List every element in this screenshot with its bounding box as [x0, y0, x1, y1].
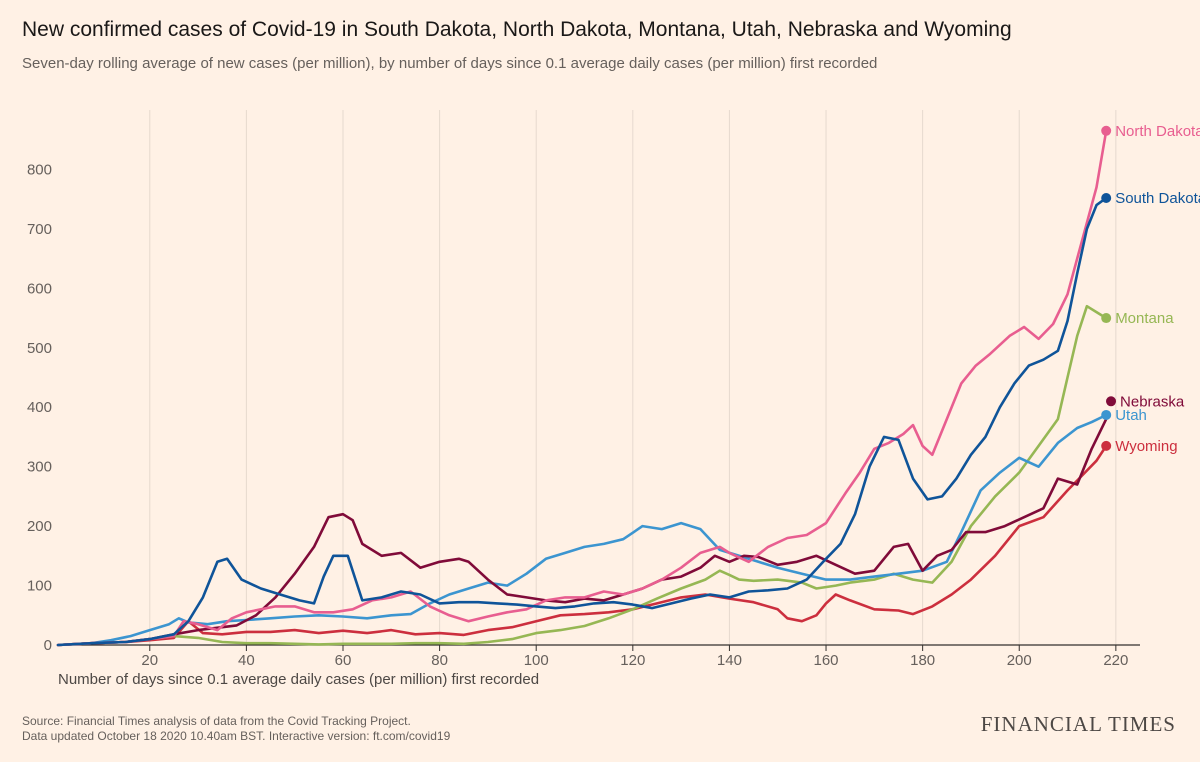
chart-title: New confirmed cases of Covid-19 in South…: [22, 18, 1012, 41]
y-tick-label: 700: [27, 221, 52, 238]
x-tick-label: 60: [335, 652, 352, 669]
y-tick-label: 800: [27, 161, 52, 178]
series-line: [56, 444, 1108, 647]
grid-lines: [149, 110, 1117, 645]
y-axis: 0 100 200 300 400 500 600 700 800: [27, 161, 52, 654]
ft-logo: FINANCIAL TIMES: [980, 712, 1176, 736]
x-tick-label: 180: [910, 652, 935, 669]
x-tick-label: 140: [717, 652, 742, 669]
y-tick-label: 0: [44, 637, 52, 654]
series-line: [56, 196, 1108, 647]
y-tick-label: 300: [27, 459, 52, 476]
series-end-marker: [1101, 440, 1112, 451]
series-line: [56, 417, 1108, 647]
series-label: Wyoming: [1115, 438, 1177, 455]
x-tick-label: 80: [431, 652, 448, 669]
x-tick-label: 200: [1007, 652, 1032, 669]
series-line: [56, 129, 1108, 647]
x-tick-label: 20: [141, 652, 158, 669]
x-tick-label: 100: [524, 652, 549, 669]
source-line: Source: Financial Times analysis of data…: [22, 714, 411, 728]
y-tick-label: 400: [27, 399, 52, 416]
x-tick-label: 160: [814, 652, 839, 669]
series-end-marker: [1101, 313, 1112, 324]
series-end-marker: [1106, 396, 1117, 407]
chart-subtitle: Seven-day rolling average of new cases (…: [22, 55, 878, 72]
series-lines: [56, 129, 1108, 647]
series-line: [56, 413, 1108, 647]
series-label: Utah: [1115, 407, 1147, 424]
y-tick-label: 500: [27, 340, 52, 357]
x-axis: 20 40 60 80 100 120 140 160 180 200 220: [58, 644, 1140, 669]
series-end-marker: [1101, 409, 1112, 420]
series-label: North Dakota: [1115, 123, 1200, 140]
y-tick-label: 200: [27, 518, 52, 535]
series-end-marker: [1101, 192, 1112, 203]
x-tick-label: 220: [1103, 652, 1128, 669]
series-label: South Dakota: [1115, 190, 1200, 207]
x-tick-label: 120: [620, 652, 645, 669]
series-line: [56, 304, 1108, 647]
y-tick-label: 600: [27, 280, 52, 297]
source-note: Source: Financial Times analysis of data…: [22, 714, 450, 744]
updated-line: Data updated October 18 2020 10.40am BST…: [22, 729, 451, 743]
series-label: Montana: [1115, 310, 1174, 327]
y-tick-label: 100: [27, 578, 52, 595]
series-end-marker: [1101, 125, 1112, 136]
x-axis-label: Number of days since 0.1 average daily c…: [58, 671, 540, 688]
x-tick-label: 40: [238, 652, 255, 669]
series-label: Nebraska: [1120, 393, 1185, 410]
